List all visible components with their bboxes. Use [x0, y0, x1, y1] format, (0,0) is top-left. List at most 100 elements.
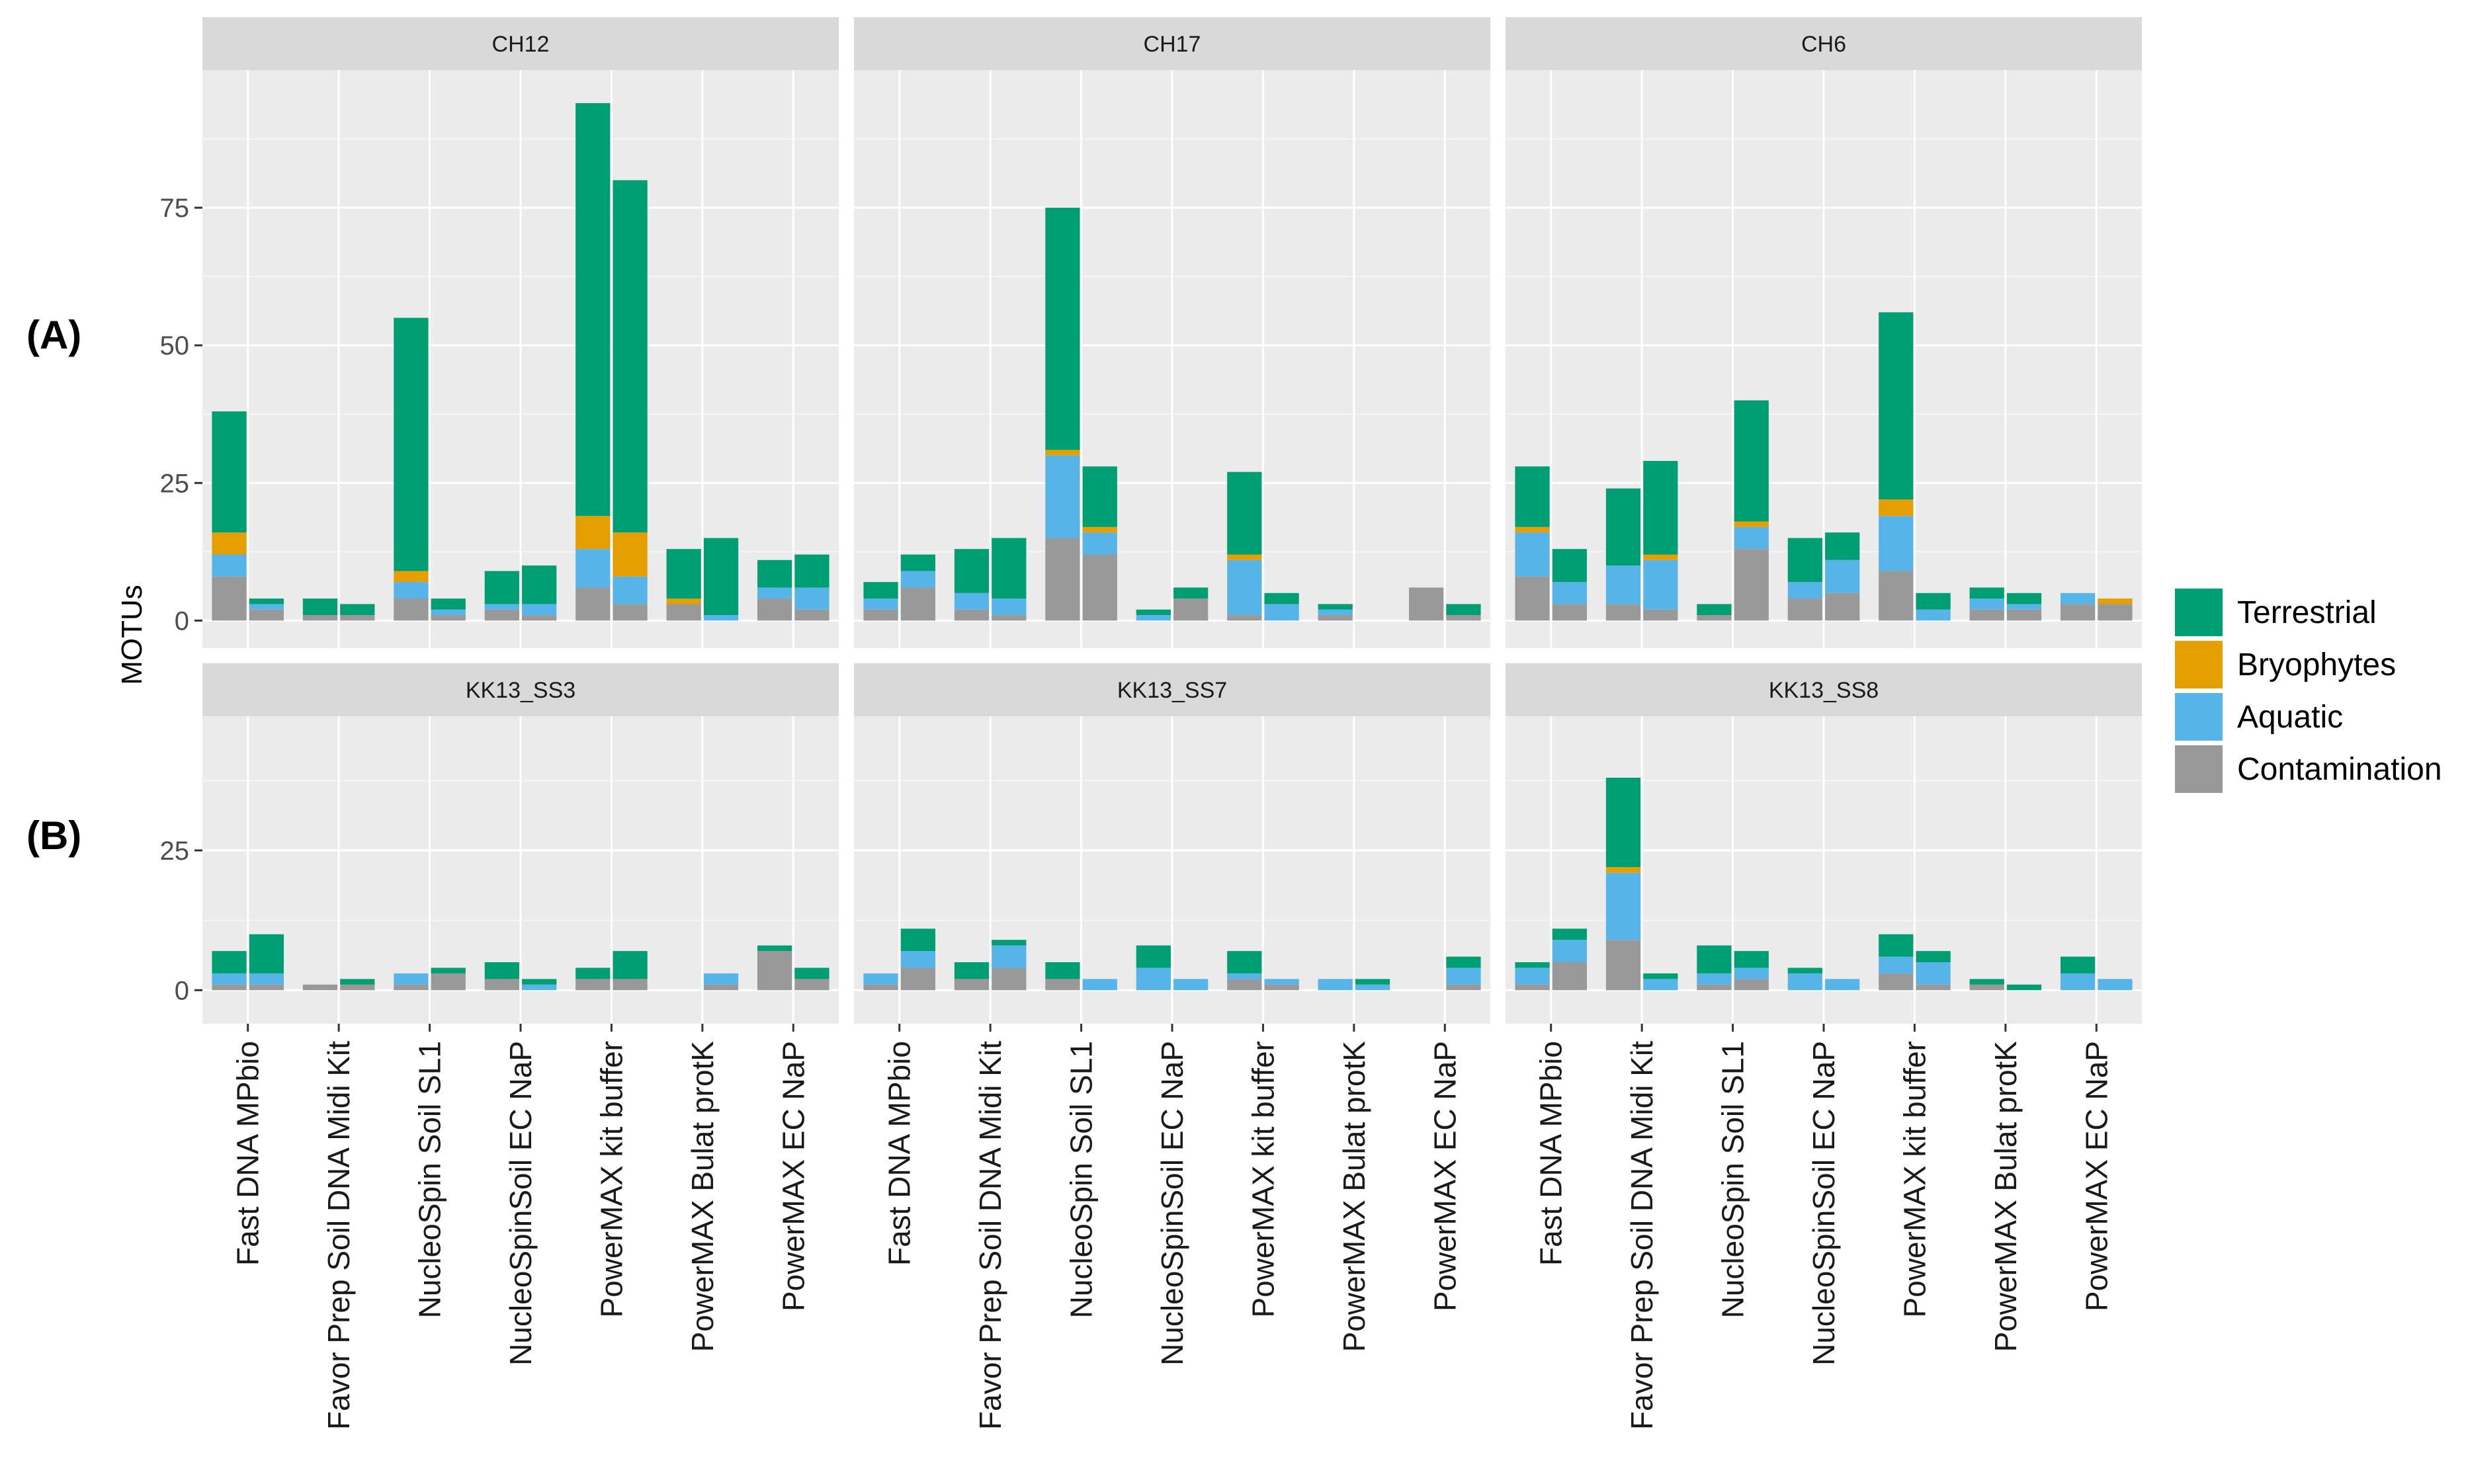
bar-segment-aquatic: [1264, 604, 1299, 621]
bar-segment-aquatic: [249, 973, 284, 985]
bar-segment-terrestrial: [954, 962, 990, 979]
panel-ch12: CH12: [202, 17, 839, 648]
bar-segment-contamination: [794, 979, 829, 991]
bar-segment-aquatic: [1515, 968, 1550, 985]
bar-segment-aquatic: [1916, 609, 1951, 621]
bar-segment-aquatic: [992, 945, 1027, 968]
bar-segment-terrestrial: [1045, 208, 1080, 450]
bar-segment-aquatic: [900, 571, 935, 588]
bar-segment-contamination: [302, 615, 338, 621]
panel-strip: [854, 17, 1490, 70]
bar-segment-terrestrial: [484, 962, 519, 979]
bar-segment-contamination: [1227, 979, 1262, 991]
x-tick-label: PowerMAX EC NaP: [1427, 1041, 1462, 1311]
bar-segment-contamination: [1173, 598, 1209, 621]
bar-segment-terrestrial: [2061, 956, 2096, 973]
bar-segment-terrestrial: [1173, 587, 1209, 599]
x-tick-label: NucleoSpin Soil SL1: [413, 1041, 447, 1318]
bar-segment-aquatic: [1643, 559, 1678, 610]
legend-label-terrestrial: Terrestrial: [2237, 595, 2377, 630]
bar-segment-terrestrial: [1697, 604, 1732, 616]
bar-segment-contamination: [1515, 984, 1550, 991]
bar-segment-terrestrial: [1264, 593, 1299, 604]
bar-segment-terrestrial: [575, 968, 611, 979]
bar-segment-terrestrial: [431, 598, 466, 610]
bar-segment-contamination: [1734, 549, 1769, 621]
bar-segment-aquatic: [2061, 973, 2096, 991]
bar-segment-contamination: [340, 984, 375, 991]
bar-segment-contamination: [666, 604, 701, 621]
bar-segment-terrestrial: [1446, 604, 1481, 616]
bar-segment-terrestrial: [1515, 962, 1550, 968]
x-tick-label: PowerMAX kit buffer: [1897, 1041, 1932, 1317]
bar-segment-aquatic: [703, 615, 739, 621]
bar-segment-bryophytes: [1605, 867, 1641, 873]
panel-kk13-ss3: KK13_SS3: [202, 663, 839, 1024]
bar-segment-contamination: [900, 587, 935, 621]
bar-segment-aquatic: [431, 609, 466, 616]
bar-segment-aquatic: [1825, 979, 1860, 991]
bar-segment-aquatic: [1227, 973, 1262, 979]
bar-segment-aquatic: [1318, 609, 1353, 616]
bar-segment-contamination: [394, 984, 429, 991]
bar-segment-aquatic: [1552, 940, 1587, 962]
bar-segment-terrestrial: [249, 598, 284, 604]
bar-segment-terrestrial: [1734, 951, 1769, 968]
bar-segment-terrestrial: [794, 968, 829, 979]
bar-segment-terrestrial: [212, 951, 247, 973]
bar-segment-bryophytes: [1227, 554, 1262, 560]
bar-segment-contamination: [1552, 604, 1587, 621]
bar-segment-contamination: [613, 604, 648, 621]
bar-segment-contamination: [249, 609, 284, 621]
bar-segment-terrestrial: [394, 317, 429, 571]
legend-label-aquatic: Aquatic: [2237, 700, 2343, 735]
bar-segment-terrestrial: [1787, 968, 1822, 973]
bar-segment-terrestrial: [522, 979, 557, 985]
bar-segment-terrestrial: [1787, 538, 1822, 583]
x-tick-label: PowerMAX EC NaP: [776, 1041, 810, 1311]
bar-segment-contamination: [2006, 609, 2042, 621]
bar-segment-contamination: [1045, 538, 1080, 621]
x-tick-label: PowerMAX Bulat protK: [1988, 1041, 2023, 1352]
bar-segment-contamination: [1045, 979, 1080, 991]
bar-segment-terrestrial: [1136, 945, 1171, 968]
bar-segment-terrestrial: [1916, 593, 1951, 610]
bar-segment-contamination: [431, 615, 466, 621]
bar-segment-terrestrial: [954, 549, 990, 593]
panel-title: CH6: [1801, 32, 1846, 57]
bar-segment-terrestrial: [992, 940, 1027, 946]
y-tick-label: 75: [160, 194, 190, 223]
x-tick-label: NucleoSpin Soil SL1: [1716, 1041, 1750, 1318]
bar-segment-bryophytes: [1643, 554, 1678, 560]
bar-segment-aquatic: [2061, 593, 2096, 604]
bar-segment-contamination: [1879, 571, 1914, 621]
bar-segment-aquatic: [2098, 979, 2133, 991]
bar-segment-contamination: [1409, 587, 1444, 621]
x-tick-label: Favor Prep Soil DNA Midi Kit: [973, 1041, 1007, 1430]
bar-segment-contamination: [1916, 984, 1951, 991]
panel-ch6: CH6: [1506, 17, 2142, 648]
bar-segment-aquatic: [212, 973, 247, 985]
bar-segment-contamination: [1697, 615, 1732, 621]
bar-segment-terrestrial: [212, 411, 247, 533]
bar-segment-contamination: [1605, 604, 1641, 621]
panel-strip: [202, 663, 839, 716]
bar-segment-aquatic: [1605, 872, 1641, 940]
bar-segment-bryophytes: [2098, 598, 2133, 604]
x-tick-label: PowerMAX kit buffer: [594, 1041, 628, 1317]
bar-segment-contamination: [1879, 973, 1914, 991]
bar-segment-aquatic: [1734, 968, 1769, 979]
row-label-a: (A): [26, 313, 81, 357]
bar-segment-terrestrial: [757, 945, 792, 952]
bar-segment-terrestrial: [2006, 593, 2042, 604]
bar-segment-contamination: [703, 984, 739, 991]
bar-segment-aquatic: [1173, 979, 1209, 991]
bar-segment-bryophytes: [575, 516, 611, 550]
bar-segment-terrestrial: [1916, 951, 1951, 962]
bar-segment-aquatic: [575, 549, 611, 588]
x-tick-label: PowerMAX EC NaP: [2079, 1041, 2113, 1311]
bar-segment-aquatic: [394, 582, 429, 599]
panel-strip: [202, 17, 839, 70]
legend-key-terrestrial: [2175, 589, 2223, 636]
bar-segment-terrestrial: [1045, 962, 1080, 979]
